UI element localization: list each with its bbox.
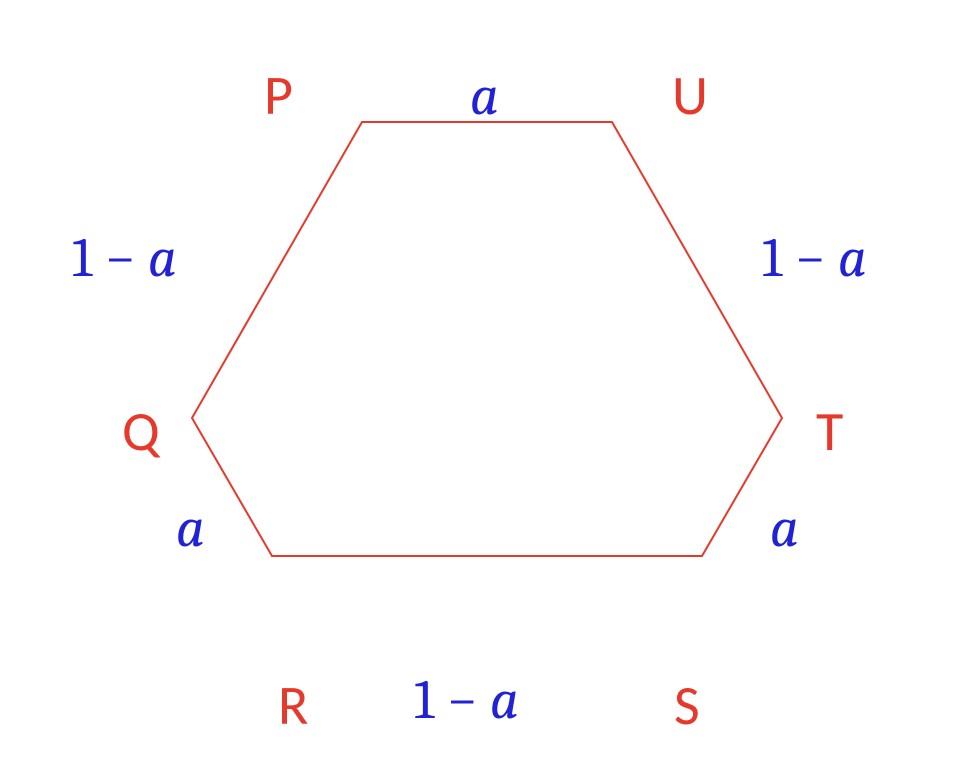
vertex-label-P: P — [264, 62, 293, 130]
vertex-label-R: R — [278, 672, 308, 740]
edge-label-bottom: 1 − a — [414, 668, 519, 732]
vertex-label-T: T — [816, 398, 843, 466]
vertex-label-Q: Q — [122, 398, 160, 466]
edge-label-right-lower: a — [770, 496, 799, 560]
hexagon-shape — [192, 122, 782, 556]
edge-label-left-upper: 1 − a — [72, 226, 177, 290]
edge-label-left-lower: a — [176, 496, 205, 560]
edge-label-right-upper: 1 − a — [762, 226, 867, 290]
vertex-label-S: S — [674, 672, 700, 740]
edge-label-top: a — [470, 64, 499, 128]
vertex-label-U: U — [672, 62, 708, 130]
